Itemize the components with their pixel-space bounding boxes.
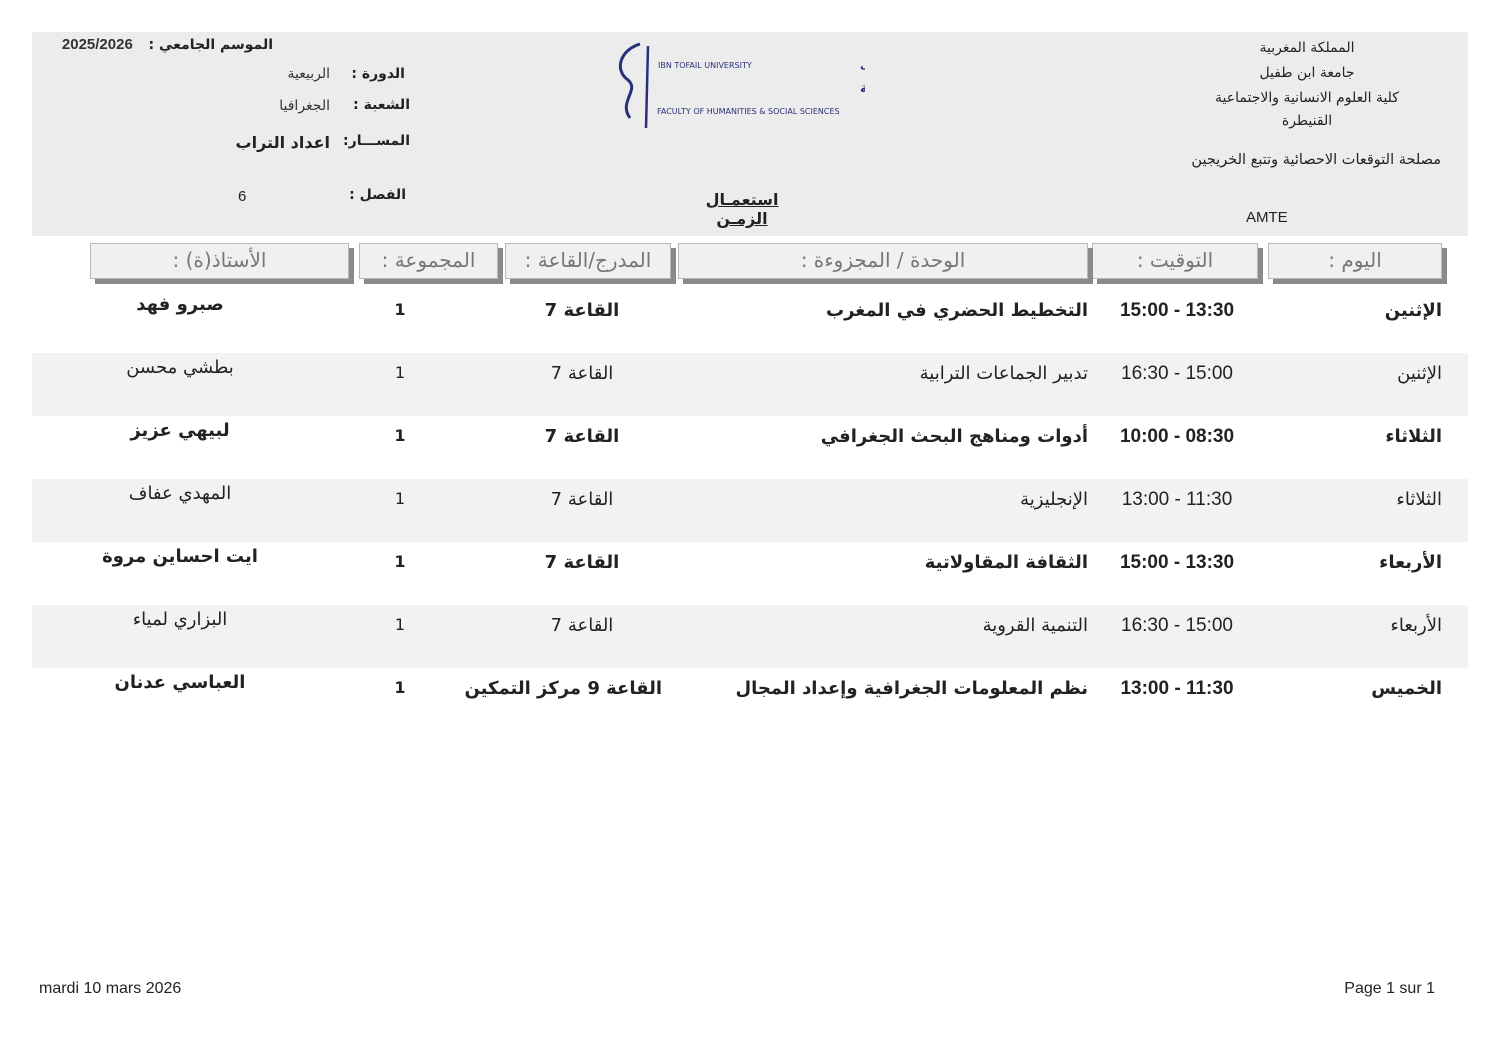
track-label: المســـار: — [343, 133, 410, 149]
cell-time: 08:30 - 10:00 — [1119, 426, 1235, 447]
institution-line: جامعة ابن طفيل — [1259, 65, 1355, 81]
season-label: الموسم الجامعي : — [148, 37, 273, 53]
cell-day: الأربعاء — [1379, 552, 1442, 573]
cell-time: 15:00 - 16:30 — [1121, 615, 1233, 636]
branch-label: الشعبة : — [353, 97, 410, 113]
svg-text:جامعة ابن طفيل: جامعة ابن طفيل — [860, 58, 865, 71]
cell-time: 11:30 - 13:00 — [1120, 678, 1234, 699]
cell-group: 1 — [394, 426, 406, 445]
cell-day: الأربعاء — [1390, 615, 1442, 636]
cell-teacher: البزاري لمياء — [132, 609, 228, 630]
table-row: الثلاثاء 11:30 - 13:00 الإنجليزية القاعة… — [32, 479, 1468, 542]
institution-line: القنيطرة — [1281, 113, 1333, 129]
column-header-day: اليوم : — [1268, 243, 1442, 279]
code-label: AMTE — [1246, 209, 1288, 226]
season-row: الموسم الجامعي : 2025/2026 — [45, 36, 273, 53]
cell-group: 1 — [394, 300, 406, 319]
cell-group: 1 — [394, 615, 406, 634]
table-row: الإثنين 13:30 - 15:00 التخطيط الحضري في … — [32, 290, 1468, 353]
column-header-module: الوحدة / المجزوءة : — [678, 243, 1088, 279]
cell-module: الإنجليزية — [1020, 489, 1088, 510]
service-name: مصلحة التوقعات الاحصائية وتتبع الخريجين — [1191, 152, 1441, 168]
semester-value: 6 — [238, 188, 247, 205]
column-header-teacher: الأستاذ(ة) : — [90, 243, 349, 279]
cell-time: 15:00 - 16:30 — [1121, 363, 1233, 384]
cell-teacher: المهدي عفاف — [128, 483, 232, 504]
season-value: 2025/2026 — [61, 36, 133, 53]
cell-time: 11:30 - 13:00 — [1121, 489, 1233, 510]
svg-text:FACULTY OF HUMANITIES & SOCIAL: FACULTY OF HUMANITIES & SOCIAL SCIENCES — [657, 107, 840, 116]
column-header-room: المدرج/القاعة : — [505, 243, 671, 279]
cell-room: القاعة 7 — [544, 552, 620, 573]
cell-time: 13:30 - 15:00 — [1119, 300, 1235, 321]
logo-graphic: IBN TOFAIL UNIVERSITY جامعة ابن طفيل كلي… — [618, 42, 1072, 129]
table-row: الأربعاء 15:00 - 16:30 التنمية القروية ا… — [32, 605, 1468, 668]
track-value: اعداد التراب — [235, 133, 330, 152]
cell-teacher: العباسي عدنان — [114, 672, 246, 693]
institution-line: كلية العلوم الانسانية والاجتماعية — [1215, 90, 1399, 106]
page-title: استعمـال الزمـن — [705, 190, 779, 228]
cell-day: الخميس — [1371, 678, 1442, 699]
cell-group: 1 — [394, 363, 406, 382]
header-band — [32, 32, 1468, 236]
svg-text:كلية العلوم الإنسانية و الاجتم: كلية العلوم الإنسانية و الاجتماعية — [860, 81, 865, 96]
table-row: الإثنين 15:00 - 16:30 تدبير الجماعات الت… — [32, 353, 1468, 416]
session-value: الربيعية — [287, 66, 331, 82]
cell-room: القاعة 7 — [550, 363, 614, 384]
table-row: الثلاثاء 08:30 - 10:00 أدوات ومناهج البح… — [32, 416, 1468, 479]
footer-page-number: Page 1 sur 1 — [1344, 980, 1435, 997]
cell-module: تدبير الجماعات الترابية — [919, 363, 1088, 384]
cell-module: نظم المعلومات الجغرافية وإعداد المجال — [735, 678, 1088, 699]
cell-module: أدوات ومناهج البحث الجغرافي — [820, 426, 1088, 447]
university-logo: IBN TOFAIL UNIVERSITY جامعة ابن طفيل كلي… — [610, 40, 1072, 132]
cell-teacher: لبيهي عزيز — [130, 420, 230, 441]
cell-room: القاعة 9 مركز التمكين — [464, 678, 662, 699]
cell-time: 13:30 - 15:00 — [1119, 552, 1235, 573]
cell-module: الثقافة المقاولاتية — [924, 552, 1088, 573]
cell-room: القاعة 7 — [550, 615, 614, 636]
semester-label: الفصل : — [349, 187, 406, 203]
institution-line: المملكة المغربية — [1259, 40, 1355, 56]
svg-text:IBN TOFAIL UNIVERSITY: IBN TOFAIL UNIVERSITY — [658, 61, 752, 70]
table-row: الأربعاء 13:30 - 15:00 الثقافة المقاولات… — [32, 542, 1468, 605]
cell-teacher: ايت احساين مروة — [102, 546, 258, 567]
column-header-group: المجموعة : — [359, 243, 498, 279]
cell-group: 1 — [394, 552, 406, 571]
cell-module: التنمية القروية — [982, 615, 1088, 636]
cell-room: القاعة 7 — [550, 489, 614, 510]
cell-teacher: بطشي محسن — [126, 357, 234, 378]
table-row: الخميس 11:30 - 13:00 نظم المعلومات الجغر… — [32, 668, 1468, 731]
cell-group: 1 — [394, 489, 406, 508]
footer-date: mardi 10 mars 2026 — [39, 980, 182, 997]
session-label: الدورة : — [351, 66, 405, 82]
cell-day: الثلاثاء — [1396, 489, 1442, 510]
cell-day: الإثنين — [1384, 300, 1442, 321]
branch-value: الجغرافيا — [279, 98, 330, 114]
cell-room: القاعة 7 — [544, 426, 620, 447]
cell-day: الثلاثاء — [1385, 426, 1442, 447]
column-header-time: التوقيت : — [1092, 243, 1258, 279]
cell-day: الإثنين — [1397, 363, 1442, 384]
cell-group: 1 — [394, 678, 406, 697]
cell-room: القاعة 7 — [544, 300, 620, 321]
institution-block: المملكة المغربية جامعة ابن طفيل كلية الع… — [1177, 36, 1437, 131]
cell-teacher: صبرو فهد — [136, 294, 224, 315]
cell-module: التخطيط الحضري في المغرب — [826, 300, 1088, 321]
